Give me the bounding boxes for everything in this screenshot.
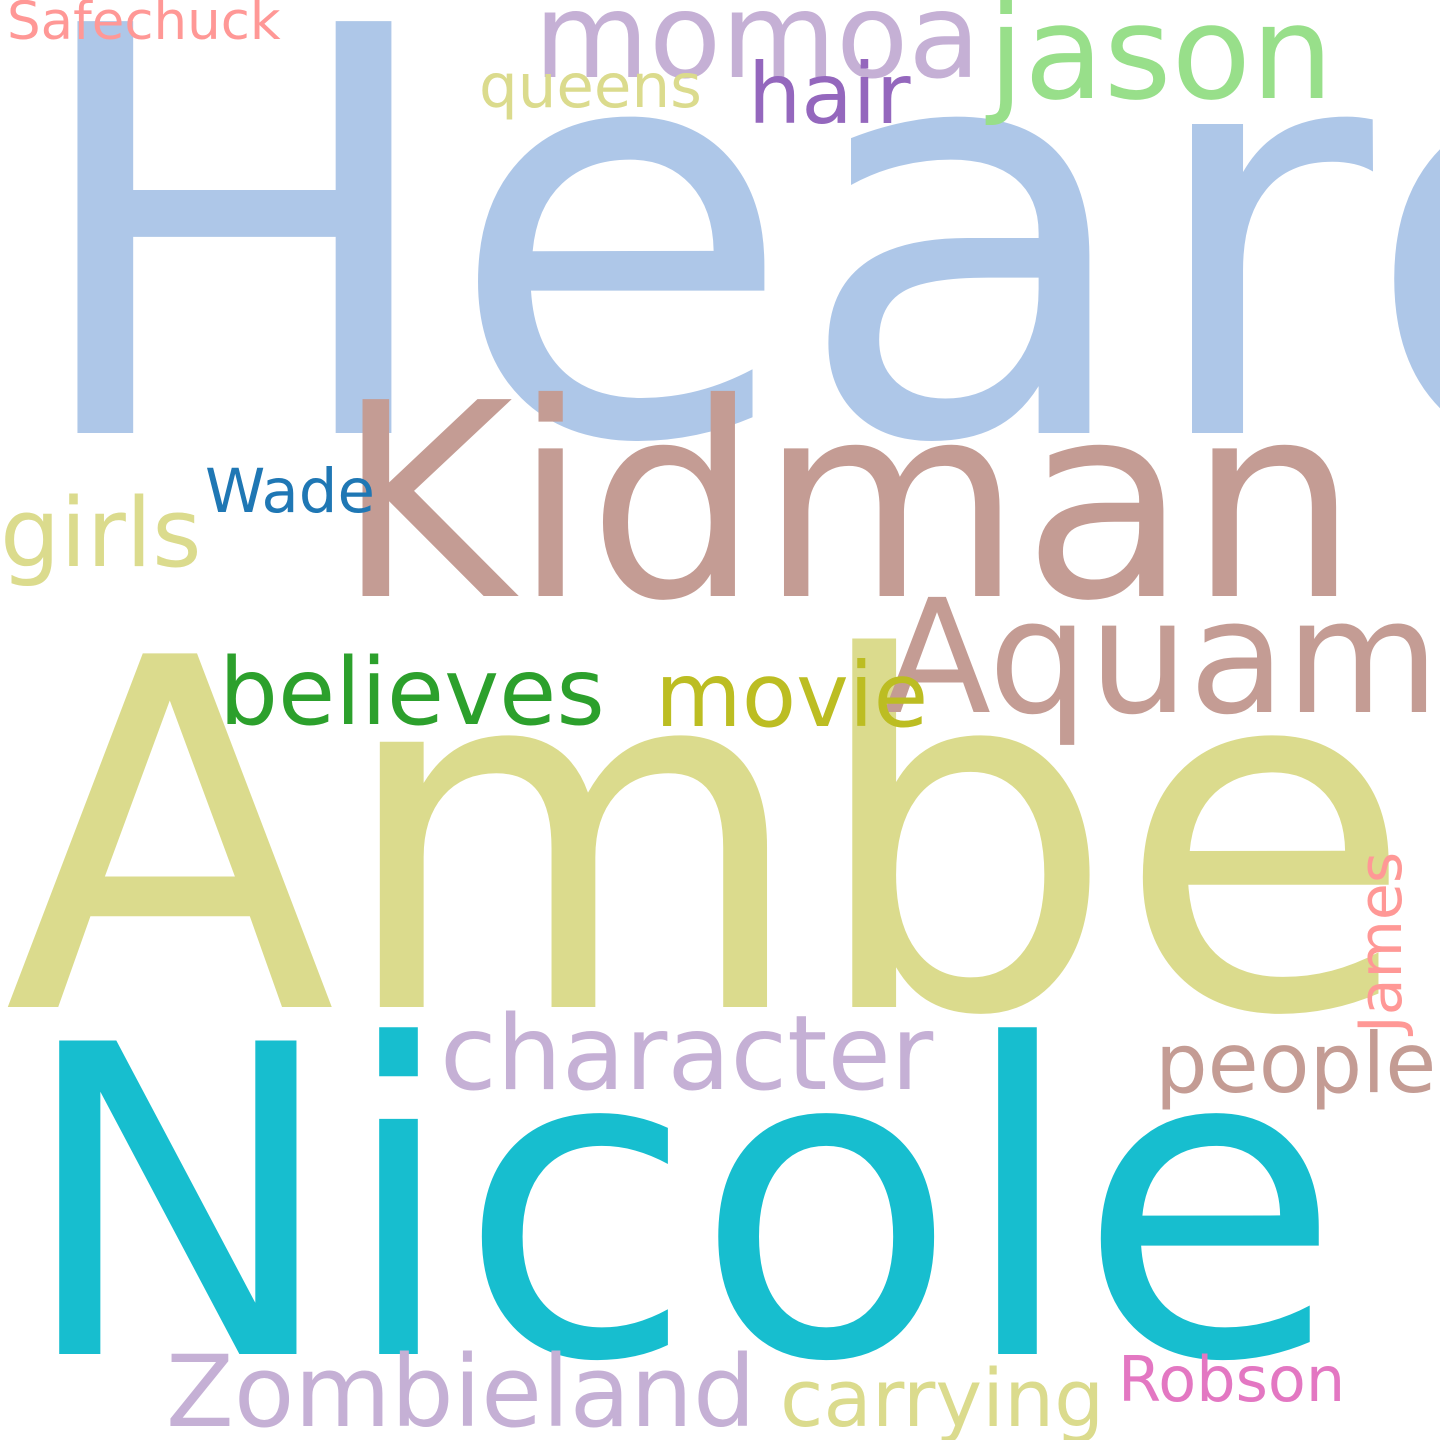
word-jason: jason <box>988 0 1334 129</box>
word-aquaman: Aquaman <box>883 566 1440 750</box>
word-robson: Robson <box>1118 1343 1346 1416</box>
word-carrying: carrying <box>780 1353 1105 1440</box>
word-nicole: Nicole <box>17 956 1342 1440</box>
word-people: people <box>1155 1015 1437 1112</box>
word-movie: movie <box>655 643 929 747</box>
word-believes: believes <box>219 638 605 746</box>
word-girls: girls <box>0 479 202 589</box>
word-zombieland: Zombieland <box>166 1335 756 1440</box>
word-amber: Amber <box>4 558 1440 1122</box>
word-hair: hair <box>748 45 911 143</box>
word-wade: Wade <box>205 456 376 527</box>
word-heard: Heard <box>22 0 1440 567</box>
word-kidman: Kidman <box>336 345 1360 660</box>
word-james: James <box>1346 851 1416 1033</box>
word-queens: queens <box>479 51 702 122</box>
word-safechuck: Safechuck <box>7 0 281 52</box>
word-momoa: momoa <box>534 0 981 105</box>
word-character: character <box>440 994 934 1114</box>
